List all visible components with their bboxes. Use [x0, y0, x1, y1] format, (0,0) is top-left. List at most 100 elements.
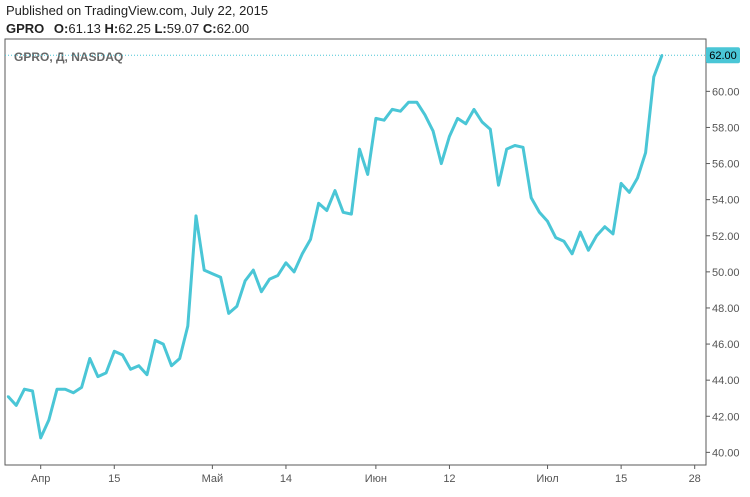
- low-key: L:: [154, 21, 167, 36]
- close-value: 62.00: [216, 21, 250, 36]
- data-point: [64, 387, 67, 391]
- data-point: [203, 268, 206, 272]
- x-tick-label: Июн: [365, 473, 387, 485]
- data-point: [194, 214, 198, 218]
- data-point: [341, 211, 345, 214]
- last-price-badge: 62.00: [706, 47, 740, 64]
- data-point: [31, 389, 34, 393]
- data-point: [219, 276, 222, 279]
- data-point: [72, 391, 75, 394]
- last-price-badge-label: 62.00: [709, 50, 737, 62]
- data-point: [23, 387, 26, 391]
- x-tick-label: 15: [108, 473, 120, 485]
- data-point: [80, 386, 83, 389]
- series-label: GPRO, Д, NASDAQ: [14, 50, 123, 64]
- data-point: [88, 357, 91, 360]
- data-point: [570, 252, 574, 256]
- data-point: [350, 212, 353, 216]
- data-point: [235, 304, 239, 308]
- data-point: [325, 209, 329, 212]
- x-tick-label: Июл: [536, 473, 558, 485]
- y-axis[interactable]: 40.00 42.00 44.00 46.00 48.00 50.00 52.00 54.00…: [706, 86, 740, 459]
- data-point: [137, 364, 140, 367]
- data-point: [252, 268, 255, 272]
- data-point: [211, 272, 214, 275]
- data-point: [382, 119, 386, 122]
- data-point: [497, 184, 500, 187]
- y-tick-label: 60.00: [712, 86, 740, 98]
- data-point: [145, 373, 149, 376]
- data-point: [129, 368, 132, 371]
- data-point: [562, 239, 566, 243]
- y-tick-label: 58.00: [712, 122, 740, 134]
- data-point: [47, 418, 51, 422]
- data-point: [415, 100, 418, 104]
- y-tick-label: 52.00: [712, 231, 740, 243]
- x-tick-label: Апр: [31, 473, 50, 485]
- data-point: [628, 191, 631, 194]
- data-point: [644, 151, 647, 154]
- data-point: [456, 117, 459, 120]
- data-point: [153, 339, 157, 342]
- plot-border: [4, 38, 707, 466]
- data-point: [391, 108, 394, 111]
- data-point: [440, 162, 443, 165]
- data-point: [162, 342, 165, 346]
- data-point: [178, 357, 181, 360]
- y-tick-label: 44.00: [712, 375, 740, 387]
- data-point: [423, 113, 427, 117]
- data-point: [243, 279, 247, 283]
- high-key: H:: [104, 21, 119, 36]
- data-point: [292, 270, 296, 274]
- data-point: [595, 234, 598, 237]
- y-tick-label: 56.00: [712, 159, 740, 171]
- last-price-badge-bg: [706, 47, 740, 64]
- data-point: [448, 135, 451, 138]
- data-point: [358, 147, 361, 151]
- data-point: [55, 387, 59, 391]
- data-point: [505, 147, 508, 151]
- y-tick-label: 50.00: [712, 267, 740, 279]
- data-point: [374, 117, 378, 120]
- data-point: [6, 395, 10, 398]
- data-point: [333, 189, 337, 192]
- y-tick-label: 54.00: [712, 195, 740, 207]
- data-point: [170, 364, 173, 367]
- close-key: C:: [202, 21, 217, 36]
- open-value: 61.13: [68, 21, 101, 36]
- x-tick-label: 14: [280, 473, 292, 485]
- plot-area[interactable]: 62.00: [5, 47, 740, 440]
- data-point: [546, 220, 549, 223]
- symbol-label: GPRO: [6, 21, 45, 36]
- data-point: [268, 277, 271, 281]
- data-point: [39, 436, 42, 440]
- data-point: [186, 324, 190, 328]
- series-line[interactable]: [6, 54, 664, 440]
- data-point: [301, 252, 304, 256]
- data-point: [407, 100, 410, 104]
- ohlc-readout: GPRO O:61.13 H:62.25 L:59.07 C:62.00: [6, 21, 249, 36]
- data-point: [121, 353, 124, 357]
- data-point: [587, 248, 590, 252]
- data-point: [538, 211, 541, 214]
- data-point: [399, 110, 402, 113]
- data-point: [521, 146, 525, 149]
- data-point: [579, 230, 582, 234]
- data-point: [284, 261, 288, 265]
- data-point: [472, 108, 476, 111]
- high-value: 62.25: [118, 21, 151, 36]
- data-point: [14, 404, 18, 407]
- data-point: [530, 196, 533, 200]
- y-tick-label: 48.00: [712, 303, 740, 315]
- data-point: [603, 225, 606, 228]
- data-point: [611, 232, 615, 236]
- open-key: O:: [53, 21, 69, 36]
- data-point: [619, 182, 623, 185]
- data-point: [309, 238, 312, 241]
- data-point: [260, 290, 263, 293]
- x-axis[interactable]: Апр 15 Май 14 Июн 12 Июл 15 28: [31, 465, 701, 485]
- x-tick-label: 12: [443, 473, 455, 485]
- data-point: [554, 236, 557, 239]
- x-tick-label: 15: [615, 473, 627, 485]
